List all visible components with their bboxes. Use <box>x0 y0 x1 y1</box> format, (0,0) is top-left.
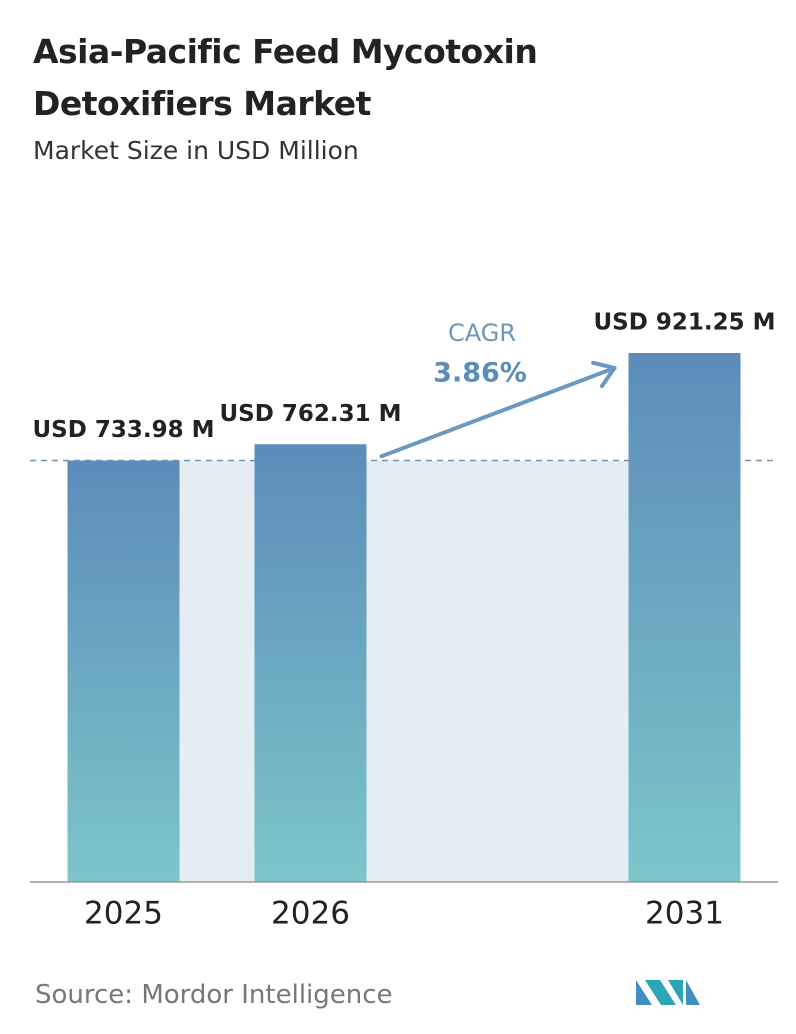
chart-subtitle: Market Size in USD Million <box>33 136 359 165</box>
bar <box>628 353 741 882</box>
value-label: USD 762.31 M <box>220 401 402 427</box>
cagr-arrowhead <box>591 360 617 389</box>
value-label: USD 921.25 M <box>594 310 776 336</box>
cagr-value: 3.86% <box>433 358 527 389</box>
x-tick-label: 2025 <box>84 896 163 932</box>
bar <box>254 444 367 882</box>
bar <box>67 460 180 882</box>
cagr-title: CAGR <box>448 319 516 347</box>
source: Source: Mordor Intelligence <box>35 980 393 1010</box>
logo <box>636 980 700 1005</box>
chart-title: Asia-Pacific Feed Mycotoxin Detoxifiers … <box>33 32 538 123</box>
cagr-arrow <box>379 366 617 459</box>
x-tick-label: 2031 <box>645 896 724 932</box>
value-label: USD 733.98 M <box>33 417 215 443</box>
x-tick-label: 2026 <box>271 896 350 932</box>
reference-area <box>179 460 629 882</box>
